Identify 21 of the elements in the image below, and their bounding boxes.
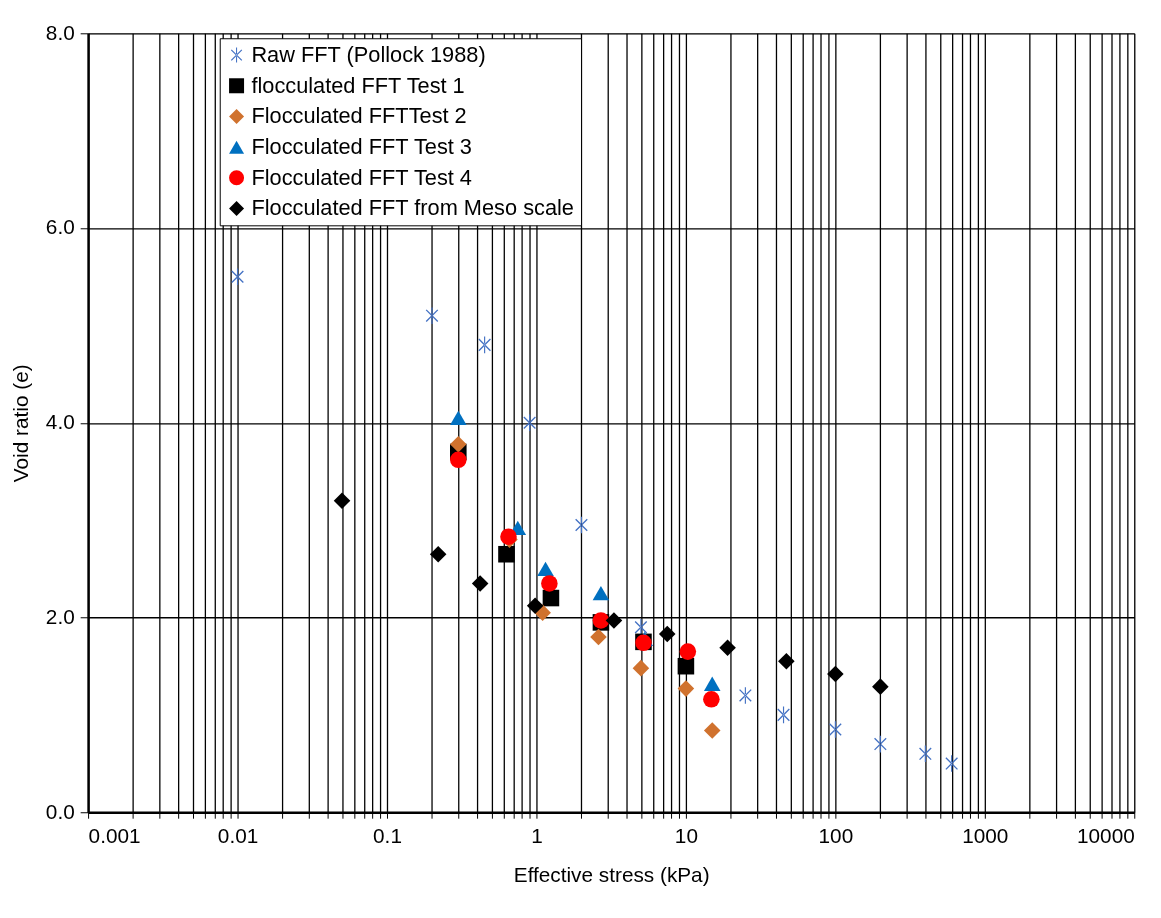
x-tick-label: 0.1: [373, 824, 402, 848]
legend-label: Raw FFT (Pollock 1988): [251, 42, 486, 68]
x-axis-title: Effective stress (kPa): [513, 863, 710, 887]
x-tick-label: 1: [531, 824, 543, 848]
legend-label: flocculated FFT Test 1: [251, 72, 465, 98]
y-tick-label: 8.0: [45, 20, 75, 44]
y-tick-label: 2.0: [45, 604, 75, 628]
legend-label: Flocculated FFTTest 2: [251, 103, 467, 129]
x-tick-label: 10000: [1077, 824, 1135, 848]
y-tick-label: 6.0: [45, 215, 75, 239]
y-tick-label: 0.0: [45, 799, 75, 823]
legend-label: Flocculated FFT Test 3: [251, 134, 472, 160]
legend-label: Flocculated FFT Test 4: [251, 164, 472, 190]
x-tick-label: 0.01: [217, 824, 259, 848]
x-tick-label: 100: [818, 824, 854, 848]
x-tick-label: 1000: [962, 824, 1009, 848]
y-tick-label: 4.0: [45, 410, 75, 434]
x-tick-label: 0.001: [88, 824, 141, 848]
y-axis-title: Void ratio (e): [9, 364, 33, 483]
legend-label: Flocculated FFT from Meso scale: [251, 195, 574, 221]
x-tick-label: 10: [674, 824, 698, 848]
